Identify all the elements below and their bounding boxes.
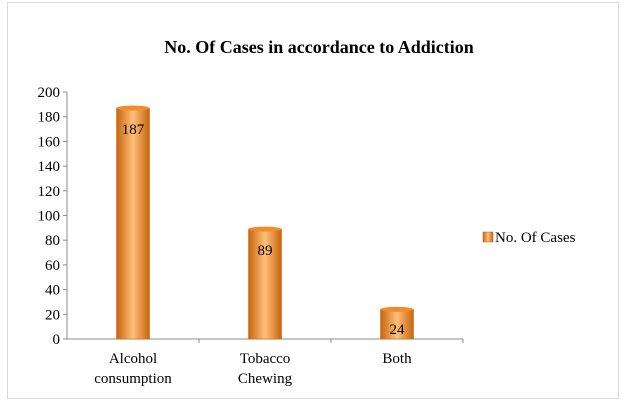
legend-swatch	[482, 231, 494, 243]
bar-top	[248, 226, 282, 232]
chart-svg: No. Of Cases in accordance to Addiction …	[38, 37, 576, 387]
plot-area: 0 20 40 60 80 100 120 140 160 180 200 187 Alcohol con…	[38, 85, 464, 387]
y-tick-label: 40	[45, 283, 60, 299]
y-tick-label: 80	[45, 233, 60, 249]
legend-label: No. Of Cases	[495, 230, 576, 246]
y-tick-label: 100	[38, 209, 61, 225]
x-category-label: consumption	[94, 371, 172, 387]
y-tick-label: 120	[38, 184, 61, 200]
x-category-label: Tobacco	[240, 351, 291, 367]
y-tick-label: 0	[53, 332, 61, 348]
y-tick-label: 20	[45, 307, 60, 323]
bar	[248, 228, 282, 340]
y-tick-label: 180	[38, 110, 61, 126]
data-label: 24	[390, 322, 406, 338]
chart-title: No. Of Cases in accordance to Addiction	[164, 37, 474, 57]
bar	[380, 309, 414, 340]
data-label: 187	[122, 122, 145, 138]
x-category-label: Both	[382, 351, 412, 367]
chart-frame: No. Of Cases in accordance to Addiction …	[7, 2, 619, 399]
y-tick-label: 160	[38, 134, 61, 150]
x-category-label: Alcohol	[109, 351, 157, 367]
legend: No. Of Cases	[482, 230, 576, 246]
y-tick-label: 200	[38, 85, 61, 101]
bar	[116, 107, 150, 340]
x-category-label: Chewing	[238, 371, 293, 387]
bar-top	[380, 306, 414, 312]
y-tick-label: 60	[45, 258, 60, 274]
data-label: 89	[258, 243, 273, 259]
y-tick-label: 140	[38, 159, 61, 175]
bar-top	[116, 105, 150, 111]
